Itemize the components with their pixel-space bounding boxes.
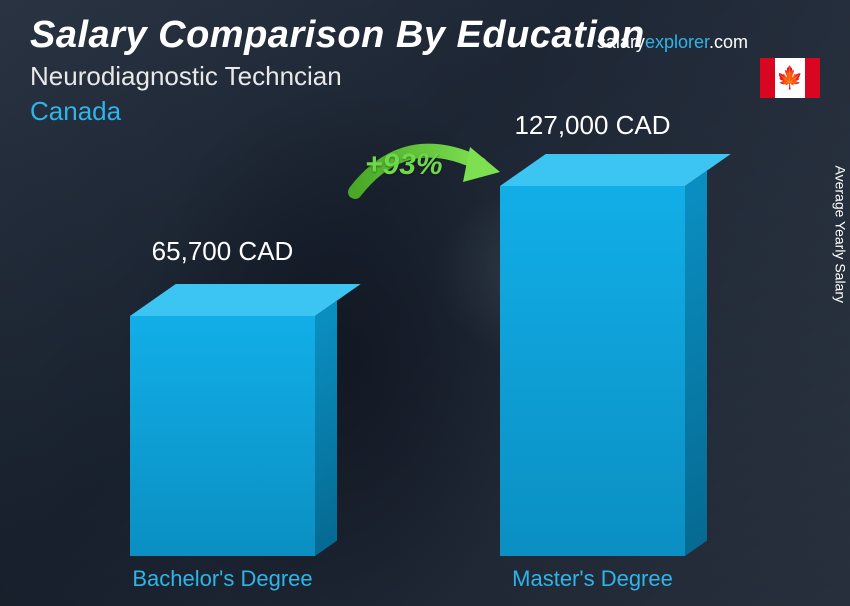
- job-title: Neurodiagnostic Techncian: [30, 61, 645, 92]
- brand-part3: .com: [709, 32, 748, 52]
- brand-part1: salary: [597, 32, 645, 52]
- brand-part2: explorer: [645, 32, 709, 52]
- page-title: Salary Comparison By Education: [30, 14, 645, 57]
- flag-band-left: [760, 58, 775, 98]
- bar-category-label: Master's Degree: [512, 566, 673, 592]
- bar-0: 65,700 CADBachelor's Degree: [130, 316, 315, 556]
- brand-logo: salaryexplorer.com: [597, 32, 748, 53]
- chart-area: 65,700 CADBachelor's Degree127,000 CADMa…: [0, 166, 850, 606]
- flag-center: 🍁: [775, 58, 805, 98]
- canada-flag-icon: 🍁: [760, 58, 820, 98]
- flag-band-right: [805, 58, 820, 98]
- bar-value-label: 127,000 CAD: [514, 110, 670, 141]
- bar-value-label: 65,700 CAD: [152, 236, 294, 267]
- maple-leaf-icon: 🍁: [776, 67, 803, 89]
- bar-side: [685, 171, 707, 556]
- bar-side: [315, 301, 337, 556]
- bar-front: [500, 186, 685, 556]
- bar-front: [130, 316, 315, 556]
- bar-category-label: Bachelor's Degree: [132, 566, 312, 592]
- bar-1: 127,000 CADMaster's Degree: [500, 186, 685, 556]
